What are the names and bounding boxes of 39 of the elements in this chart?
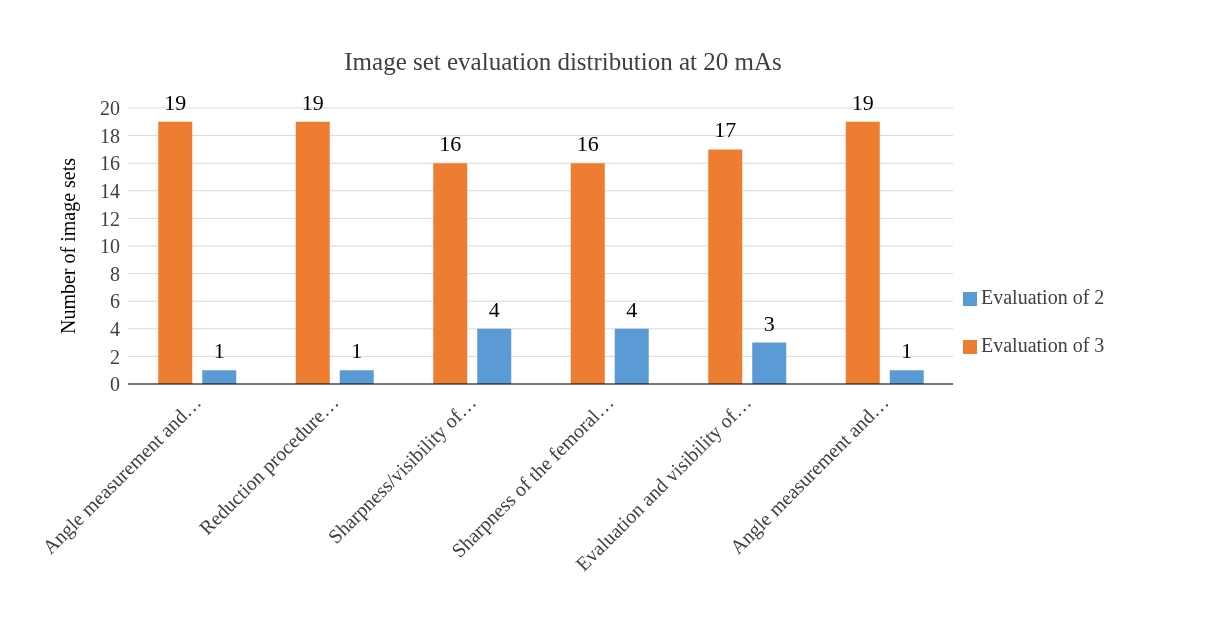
y-tick-label: 2 <box>110 345 120 368</box>
chart-title: Image set evaluation distribution at 20 mAs <box>343 48 783 76</box>
bar <box>752 342 787 384</box>
bar <box>845 121 880 384</box>
bar <box>295 121 330 384</box>
y-axis-title: Number of image sets <box>57 157 81 335</box>
y-tick-label: 20 <box>100 97 120 120</box>
y-tick-label: 10 <box>100 235 120 258</box>
bar <box>202 370 237 384</box>
bar <box>570 163 605 384</box>
data-label: 3 <box>763 310 775 336</box>
data-label: 1 <box>213 338 225 364</box>
y-tick-label: 12 <box>100 207 120 230</box>
y-tick-label: 0 <box>110 373 120 396</box>
data-label: 17 <box>714 117 737 143</box>
bar <box>889 370 924 384</box>
legend-label: Evaluation of 2 <box>981 286 1105 308</box>
bar <box>339 370 374 384</box>
y-tick-label: 14 <box>100 179 120 202</box>
y-tick-label: 4 <box>110 317 120 340</box>
data-label: 4 <box>626 296 638 322</box>
y-tick-label: 8 <box>110 262 120 285</box>
y-tick-label: 18 <box>100 124 120 147</box>
data-label: 4 <box>488 296 500 322</box>
y-tick-label: 16 <box>100 152 120 175</box>
bar <box>158 121 193 384</box>
data-label: 19 <box>301 89 324 115</box>
data-label: 1 <box>901 338 913 364</box>
bar <box>708 149 743 384</box>
bar <box>477 328 512 384</box>
data-label: 16 <box>439 131 462 157</box>
data-label: 16 <box>576 131 599 157</box>
bar <box>614 328 649 384</box>
data-label: 19 <box>851 89 874 115</box>
y-tick-label: 6 <box>110 290 120 313</box>
data-label: 19 <box>164 89 187 115</box>
legend-label: Evaluation of 3 <box>981 334 1105 356</box>
bar <box>433 163 468 384</box>
data-label: 1 <box>351 338 363 364</box>
